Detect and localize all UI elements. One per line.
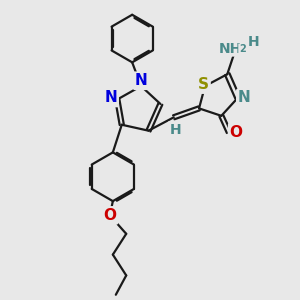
Text: H: H [169, 123, 181, 137]
Text: H: H [247, 34, 259, 49]
Text: N: N [104, 91, 117, 106]
Text: N: N [135, 73, 148, 88]
Text: O: O [103, 208, 116, 223]
Text: S: S [198, 77, 209, 92]
Text: NH: NH [219, 42, 242, 56]
Text: N: N [238, 91, 250, 106]
Text: O: O [230, 125, 243, 140]
Text: 2: 2 [239, 44, 245, 54]
